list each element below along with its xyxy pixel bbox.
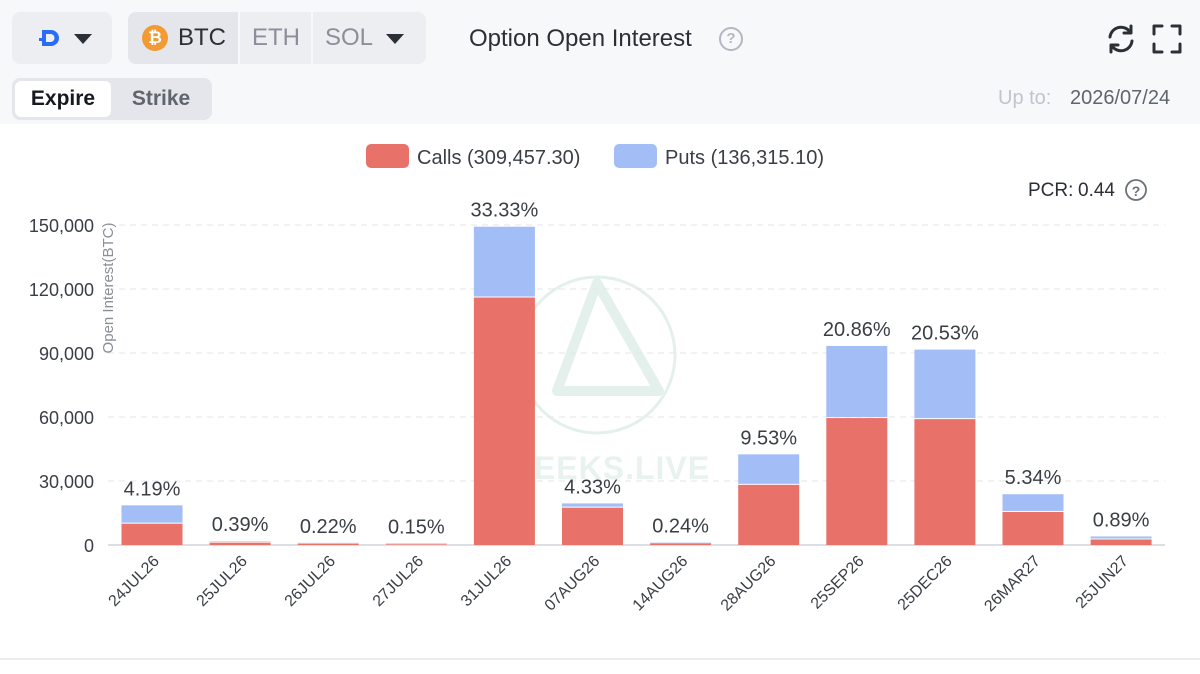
bar-puts[interactable] [914,349,976,419]
bar-calls[interactable] [562,507,623,545]
y-tick-label: 30,000 [39,472,94,492]
view-tabs: Expire Strike [12,78,212,120]
bar-percent-label: 4.19% [124,478,181,500]
bar-calls[interactable] [297,543,359,545]
y-tick-label: 120,000 [29,280,94,300]
bar-percent-label: 5.34% [1005,467,1062,489]
x-tick-label: 26MAR27 [981,553,1043,615]
bar-percent-label: 33.33% [470,200,538,222]
bar-calls[interactable] [121,523,183,545]
chevron-down-icon [74,34,92,44]
pcr-help-icon[interactable] [1125,179,1147,201]
up-to-label: Up to: [998,87,1052,109]
bar-calls[interactable] [826,418,888,545]
coin-label-btc: BTC [178,24,226,51]
bar-puts[interactable] [562,503,623,507]
bar-percent-label: 0.89% [1093,509,1150,531]
divider [238,12,240,64]
x-tick-label: 28AUG26 [718,553,780,615]
bar-puts[interactable] [1002,494,1064,511]
x-tick-label: 25JUN27 [1073,553,1132,612]
x-tick-label: 24JUL26 [106,553,163,610]
pcr-value: 0.44 [1078,180,1115,201]
chevron-down-icon[interactable] [386,34,404,44]
watermark-logo-icon [517,275,677,435]
coin-selector: ₿ BTC ETH SOL [128,12,426,64]
bar-calls[interactable] [914,419,976,545]
x-tick-label: 27JUL26 [370,553,427,610]
bar-puts[interactable] [297,542,359,544]
bar-calls[interactable] [1090,539,1152,545]
coin-btc-button[interactable]: ₿ BTC [128,12,238,64]
tab-strike[interactable]: Strike [131,87,191,110]
exchange-selector[interactable] [12,12,112,64]
bar-puts[interactable] [385,543,447,545]
pcr-help-icon-glyph: ? [1132,183,1141,199]
bar-puts[interactable] [650,542,712,544]
legend-label-calls[interactable]: Calls (309,457.30) [417,147,580,169]
divider [0,658,1200,660]
bar-puts[interactable] [738,454,800,484]
legend-label-puts[interactable]: Puts (136,315.10) [665,147,824,169]
bar-puts[interactable] [826,345,888,418]
y-tick-label: 60,000 [39,408,94,428]
bar-percent-label: 0.22% [300,516,357,538]
x-tick-label: 14AUG26 [630,553,692,615]
bar-percent-label: 20.86% [823,319,891,341]
x-tick-label: 07AUG26 [542,553,604,615]
bar-percent-label: 4.33% [564,476,621,498]
pcr-label: PCR: [1028,180,1073,201]
bitcoin-icon: ₿ [142,25,168,51]
y-tick-label: 0 [84,536,94,556]
y-tick-label: 90,000 [39,344,94,364]
x-tick-label: 26JUL26 [282,553,339,610]
bar-calls[interactable] [1002,511,1064,545]
deribit-logo-icon [39,30,59,46]
bar-puts[interactable] [209,541,271,542]
bar-percent-label: 0.15% [388,517,445,539]
x-tick-label: 25JUL26 [194,553,251,610]
x-tick-label: 25SEP26 [808,553,868,613]
help-icon[interactable]: ? [719,27,743,51]
x-tick-label: 31JUL26 [458,553,515,610]
legend-swatch-puts[interactable] [614,144,657,168]
bar-puts[interactable] [121,505,183,523]
legend-swatch-calls[interactable] [366,144,409,168]
bar-percent-label: 0.39% [212,514,269,536]
y-axis-label: Open Interest(BTC) [100,223,117,354]
up-to-date[interactable]: 2026/07/24 [1070,87,1171,109]
bar-percent-label: 20.53% [911,323,979,345]
y-tick-label: 150,000 [29,216,94,236]
fullscreen-icon[interactable] [1150,22,1184,56]
divider [311,12,313,64]
bar-calls[interactable] [209,542,271,545]
bar-percent-label: 0.24% [652,516,709,538]
bar-puts[interactable] [1090,536,1152,539]
bar-calls[interactable] [650,543,712,545]
bar-calls[interactable] [385,544,447,545]
bar-calls[interactable] [473,297,535,545]
bar-percent-label: 9.53% [740,427,797,449]
page-title: Option Open Interest [469,25,692,52]
coin-eth-button[interactable]: ETH [252,24,300,51]
x-tick-label: 25DEC26 [895,553,956,614]
tab-expire[interactable]: Expire [15,81,111,117]
bar-puts[interactable] [473,226,535,297]
open-interest-chart: GREEKS.LIVE030,00060,00090,000120,000150… [29,144,1165,615]
watermark-logo-icon [552,278,664,396]
bar-calls[interactable] [738,484,800,545]
refresh-icon[interactable] [1104,22,1138,56]
coin-sol-button[interactable]: SOL [325,24,374,51]
